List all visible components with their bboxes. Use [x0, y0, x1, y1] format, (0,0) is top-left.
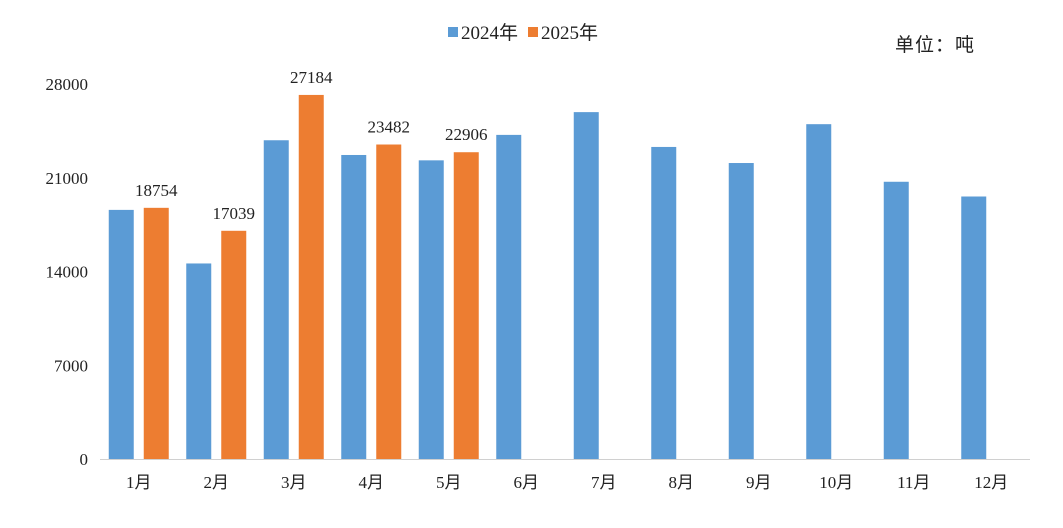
y-tick-label: 28000 [46, 75, 89, 94]
bar-2024 [496, 134, 522, 459]
legend-label-2024: 2024年 [461, 23, 519, 44]
bar-2024 [186, 263, 212, 459]
bar-2024 [341, 154, 367, 459]
x-tick-label: 8月 [669, 473, 695, 492]
y-tick-label: 21000 [46, 169, 89, 188]
x-tick-label: 4月 [359, 473, 385, 492]
bar-2024 [806, 124, 832, 459]
data-label-2025: 18754 [135, 181, 178, 200]
x-tick-label: 9月 [746, 473, 772, 492]
x-tick-label: 1月 [126, 473, 152, 492]
data-label-2025: 23482 [368, 118, 411, 137]
data-label-2025: 22906 [445, 125, 488, 144]
y-tick-label: 14000 [46, 263, 89, 282]
bar-2024 [418, 160, 444, 459]
x-tick-label: 5月 [436, 473, 462, 492]
bar-2024 [573, 112, 599, 459]
x-tick-label: 12月 [974, 473, 1008, 492]
bar-2024 [108, 209, 134, 459]
bar-2025 [453, 152, 479, 460]
bar-2024 [728, 163, 754, 459]
bar-2024 [263, 140, 289, 459]
legend-swatch-2024 [448, 26, 458, 37]
bar-2024 [961, 196, 987, 459]
x-tick-label: 10月 [819, 473, 853, 492]
legend-item-2024: 2024年 [448, 18, 518, 45]
legend-item-2025: 2025年 [528, 18, 598, 45]
bar-2024 [883, 181, 909, 459]
bar-2025 [221, 230, 247, 459]
legend-swatch-2025 [528, 26, 539, 37]
y-tick-label: 7000 [54, 356, 88, 375]
data-label-2025: 17039 [213, 204, 256, 223]
bar-2025 [376, 144, 402, 460]
legend-label-2025: 2025年 [541, 23, 599, 44]
y-tick-label: 0 [80, 450, 89, 469]
x-tick-label: 11月 [897, 473, 930, 492]
chart-legend: 2024年 2025年 [448, 18, 608, 45]
unit-label: 单位：吨 [895, 35, 976, 56]
bar-2025 [143, 207, 169, 459]
bar-2024 [651, 146, 677, 460]
x-tick-label: 7月 [591, 473, 617, 492]
x-tick-label: 6月 [514, 473, 540, 492]
x-tick-label: 2月 [204, 473, 230, 492]
data-label-2025: 27184 [290, 68, 333, 87]
x-tick-label: 3月 [281, 473, 307, 492]
bar-2025 [298, 94, 324, 459]
